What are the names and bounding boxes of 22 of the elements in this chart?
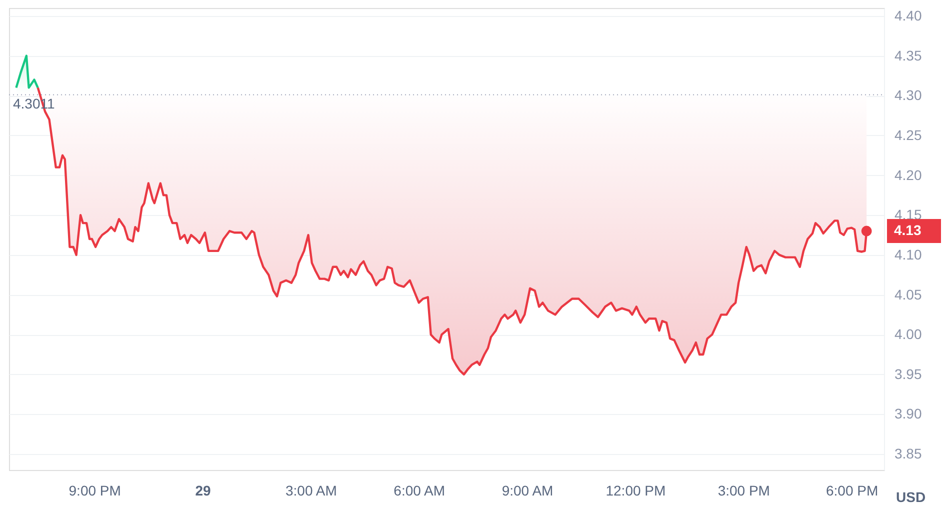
x-tick-label: 9:00 AM xyxy=(502,482,554,498)
x-tick-label: 9:00 PM xyxy=(68,482,121,498)
line-series xyxy=(15,54,39,89)
x-tick-label: 3:00 PM xyxy=(718,482,770,498)
x-tick-label: 6:00 PM xyxy=(826,482,878,498)
y-tick-label: 4.20 xyxy=(894,166,922,183)
y-tick-label: 3.85 xyxy=(894,446,922,462)
x-tick-label: 6:00 AM xyxy=(394,482,446,498)
x-tick-label: 12:00 PM xyxy=(606,482,666,498)
y-tick-label: 4.25 xyxy=(894,126,922,143)
text: USD xyxy=(896,489,926,505)
x-tick-label: 29 xyxy=(195,482,212,498)
y-tick-label: 4.40 xyxy=(894,7,922,24)
y-tick-label: 4.05 xyxy=(894,286,922,302)
y-tick-label: 4.00 xyxy=(894,326,922,342)
y-tick-label: 4.30 xyxy=(894,87,922,104)
y-tick-label: 4.35 xyxy=(894,47,922,64)
y-tick-label: 3.95 xyxy=(894,366,922,382)
y-tick-label: 3.90 xyxy=(894,406,922,422)
x-tick-label: 3:00 AM xyxy=(285,482,337,498)
annotation: 4.13 xyxy=(894,222,922,238)
y-tick-label: 4.10 xyxy=(894,246,922,262)
